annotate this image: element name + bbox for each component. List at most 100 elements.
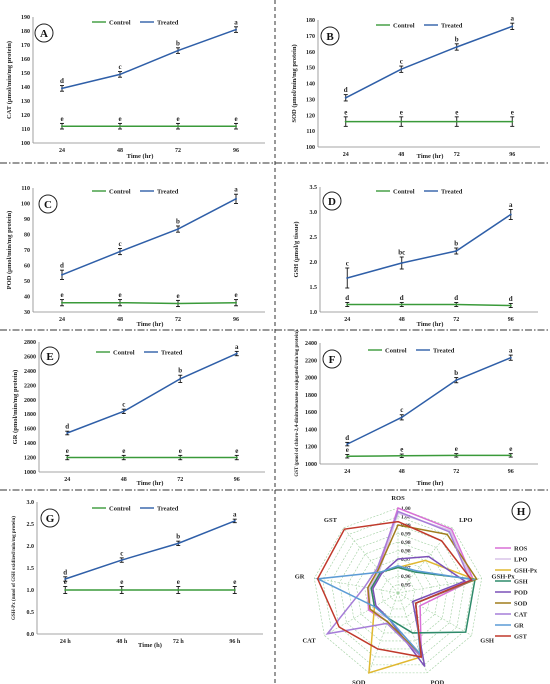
y-tick-label: 2000 bbox=[305, 376, 317, 382]
data-point bbox=[233, 519, 236, 522]
data-point bbox=[177, 49, 179, 52]
y-axis-label: GR (pmol/min/mg protein) bbox=[12, 370, 19, 445]
data-point bbox=[346, 277, 349, 279]
y-tick-label: 3.0 bbox=[310, 210, 318, 216]
significance-label: e bbox=[455, 445, 458, 453]
y-tick-label: 170 bbox=[306, 34, 315, 40]
x-tick-label: 48 bbox=[117, 317, 123, 323]
x-tick-label: 48 bbox=[121, 477, 127, 483]
radar-spoke bbox=[368, 592, 399, 673]
series-line bbox=[346, 356, 512, 445]
y-tick-label: 110 bbox=[306, 129, 315, 135]
y-tick-label: 1400 bbox=[305, 427, 317, 433]
legend-label-control: Control bbox=[109, 189, 131, 196]
x-tick-label: 24 bbox=[343, 152, 349, 158]
radar-tick-label: 0.99 bbox=[401, 532, 411, 538]
significance-label: d bbox=[63, 568, 67, 576]
y-tick-label: 110 bbox=[21, 186, 30, 192]
x-tick-label: 96 bbox=[509, 152, 515, 158]
x-tick-label: 48 h bbox=[116, 639, 128, 645]
significance-label: c bbox=[400, 58, 403, 66]
panel-label: H bbox=[517, 506, 526, 518]
y-tick-label: 130 bbox=[21, 99, 30, 105]
y-axis-label: GSH (μmol/g tissue) bbox=[293, 221, 300, 277]
legend-label-treated: Treated bbox=[157, 189, 179, 196]
data-point bbox=[511, 120, 514, 123]
significance-label: e bbox=[455, 108, 458, 116]
data-point bbox=[177, 542, 180, 545]
significance-label: e bbox=[400, 108, 403, 116]
significance-label: d bbox=[400, 294, 404, 302]
radar-series-cat bbox=[325, 510, 471, 659]
y-axis-label: GSH-Px (nmol of GSH oxidized/min/mg prot… bbox=[12, 516, 17, 620]
x-tick-label: 72 bbox=[454, 152, 460, 158]
data-point bbox=[61, 273, 63, 276]
radar-series-sod bbox=[367, 524, 478, 658]
radar-axis-label: CAT bbox=[302, 638, 316, 645]
x-tick-label: 48 bbox=[117, 148, 123, 154]
data-point bbox=[119, 301, 121, 304]
legend-label-treated: Treated bbox=[161, 350, 183, 357]
significance-label: a bbox=[511, 15, 515, 23]
data-point bbox=[509, 454, 512, 457]
data-point bbox=[61, 125, 63, 128]
series-treated: d c b a bbox=[345, 347, 513, 447]
data-point bbox=[119, 125, 121, 128]
series-treated: c bc b a bbox=[345, 201, 513, 289]
data-point bbox=[455, 303, 458, 306]
significance-label: e bbox=[344, 108, 347, 116]
data-point bbox=[455, 379, 458, 382]
significance-label: b bbox=[176, 217, 180, 225]
legend-label-treated: Treated bbox=[441, 189, 463, 196]
y-tick-label: 1600 bbox=[305, 410, 317, 416]
y-tick-label: 2400 bbox=[24, 369, 36, 375]
panel-label: E bbox=[46, 351, 53, 363]
panel-h: 0.950.960.970.970.980.980.990.991.001.00… bbox=[295, 495, 538, 684]
data-point bbox=[120, 559, 123, 562]
data-point bbox=[455, 120, 458, 123]
data-point bbox=[66, 456, 69, 459]
panel-a: 100 110 120 130 140 150 160 170 180 190 24 48 72 96 Ti… bbox=[6, 15, 265, 160]
y-tick-label: 1800 bbox=[305, 393, 317, 399]
significance-label: d bbox=[60, 77, 64, 85]
panel-d: 1.0 1.5 2.0 2.5 3.0 3.5 24 48 72 96 Time (hr) GSH (… bbox=[293, 185, 538, 328]
panel-label-circle bbox=[40, 346, 60, 366]
y-tick-label: 170 bbox=[21, 43, 30, 49]
y-axis-label: CAT (μmol/min/mg protein) bbox=[6, 41, 13, 119]
data-point bbox=[346, 443, 349, 446]
y-axis-label: POD (μmol/min/mg protein) bbox=[6, 211, 13, 290]
data-point bbox=[455, 454, 458, 457]
panel-e: 1000 1200 1400 1600 1800 2000 2200 2400 2600 2800… bbox=[12, 340, 265, 487]
panel-f: 1000 1200 1400 1600 1800 2000 2200 2400 24 48 72 96… bbox=[295, 330, 538, 487]
x-tick-label: 96 h bbox=[229, 639, 241, 645]
data-point bbox=[400, 416, 403, 419]
significance-label: e bbox=[235, 447, 238, 455]
significance-label: e bbox=[176, 292, 179, 300]
significance-label: a bbox=[234, 186, 238, 194]
x-axis-label: Time (hr) bbox=[417, 480, 444, 487]
x-tick-label: 24 bbox=[59, 317, 65, 323]
radar-grid-ring bbox=[339, 533, 457, 650]
data-point bbox=[455, 45, 458, 48]
panel-label: B bbox=[326, 31, 334, 43]
x-tick-label: 24 h bbox=[60, 639, 72, 645]
radar-tick-label: 0.98 bbox=[401, 540, 411, 546]
data-point bbox=[511, 25, 514, 28]
x-axis-label: Time (hr) bbox=[417, 321, 444, 328]
radar-legend-label: LPO bbox=[514, 557, 527, 564]
y-tick-label: 80 bbox=[24, 233, 30, 239]
y-tick-label: 180 bbox=[306, 18, 315, 24]
series-treated: d c b a bbox=[60, 186, 238, 280]
significance-label: e bbox=[509, 445, 512, 453]
data-point bbox=[61, 87, 63, 90]
significance-label: b bbox=[176, 533, 180, 541]
x-axis-label: Time (hr) bbox=[137, 321, 164, 328]
radar-spoke bbox=[397, 592, 472, 636]
legend-label-control: Control bbox=[109, 20, 131, 27]
x-tick-label: 24 bbox=[344, 317, 350, 323]
radar-legend-label: SOD bbox=[514, 601, 528, 608]
